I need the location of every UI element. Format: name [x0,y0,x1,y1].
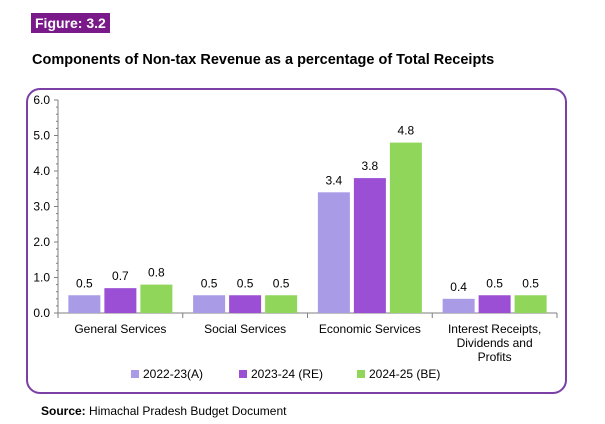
legend-label: 2022-23(A) [143,367,203,381]
y-tick-label: 5.0 [33,129,50,143]
legend-swatch [239,370,247,378]
y-tick-label: 1.0 [33,271,50,285]
bar-value-label: 0.5 [201,276,218,290]
x-tick-label: Profits [478,350,512,364]
bar-value-label: 0.5 [273,276,290,290]
bar-value-label: 0.5 [237,276,254,290]
bar-value-label: 0.7 [112,269,129,283]
bar [68,295,101,313]
legend-swatch [357,370,365,378]
bar-value-label: 0.5 [76,276,93,290]
bar [514,295,547,313]
chart-title: Components of Non-tax Revenue as a perce… [32,52,495,68]
bar-value-label: 0.4 [450,280,467,294]
bar-value-label: 3.8 [362,159,379,173]
source-note: Source: Himachal Pradesh Budget Document [41,404,286,418]
bar [229,295,262,313]
figure-label: Figure: 3.2 [31,13,110,33]
x-tick-label: General Services [74,322,166,336]
y-tick-label: 6.0 [33,93,50,107]
source-text: Himachal Pradesh Budget Document [85,404,287,418]
bar-value-label: 0.5 [486,276,503,290]
x-tick-label: Social Services [204,322,286,336]
bar-value-label: 0.8 [148,266,165,280]
legend-label: 2023-24 (RE) [251,367,323,381]
bar-value-label: 0.5 [522,276,539,290]
bar [265,295,298,313]
bar [442,298,475,313]
bar-value-label: 3.4 [326,173,343,187]
y-tick-label: 0.0 [33,306,50,320]
legend-label: 2024-25 (BE) [369,367,440,381]
x-tick-label: Dividends and [457,336,533,350]
bar [353,178,386,313]
bar-value-label: 4.8 [398,124,415,138]
x-tick-label: Interest Receipts, [448,322,541,336]
bar [317,192,350,313]
bar [389,142,422,313]
legend-swatch [131,370,139,378]
source-label: Source: [41,404,86,418]
chart-frame [26,88,567,394]
bar [478,295,511,313]
bar [104,288,137,313]
y-tick-label: 2.0 [33,235,50,249]
bar [193,295,226,313]
bar [140,284,173,313]
y-tick-label: 4.0 [33,164,50,178]
x-tick-label: Economic Services [319,322,421,336]
y-tick-label: 3.0 [33,200,50,214]
